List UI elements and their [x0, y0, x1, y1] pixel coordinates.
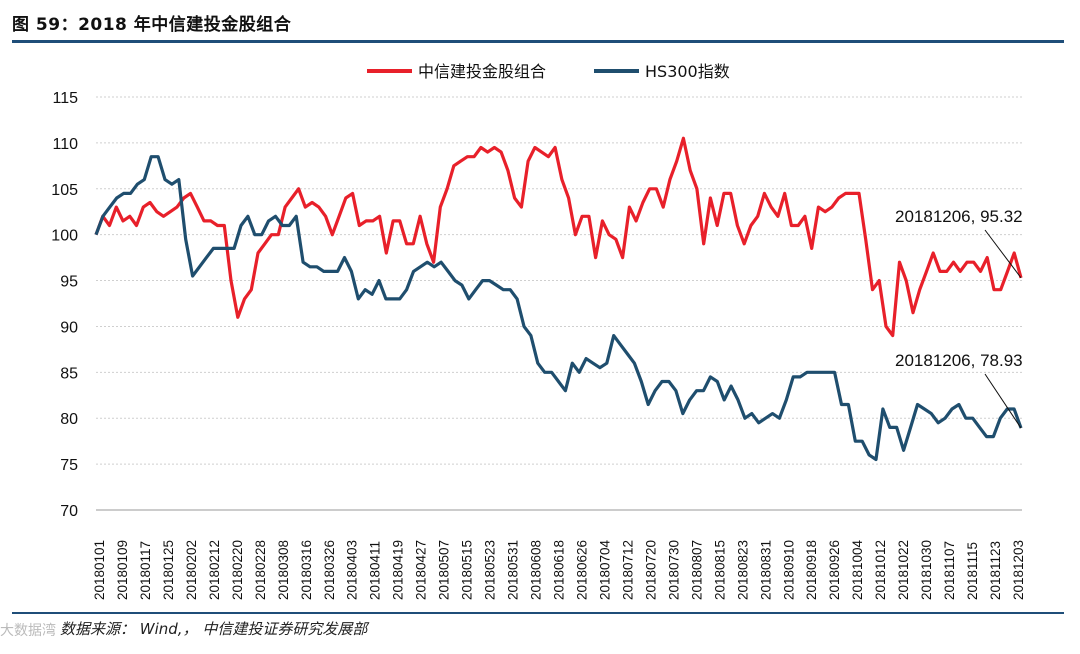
x-tick-label: 20180608	[529, 540, 544, 600]
x-tick-label: 20180831	[758, 540, 773, 600]
x-tick-label: 20180212	[207, 540, 222, 600]
legend-label-portfolio: 中信建投金股组合	[418, 62, 546, 81]
y-tick-label: 105	[51, 182, 78, 199]
x-tick-label: 20180926	[827, 540, 842, 600]
x-tick-label: 20180220	[230, 540, 245, 600]
figure-title: 图 59：2018 年中信建投金股组合	[12, 15, 292, 35]
x-tick-label: 20180704	[597, 539, 612, 600]
x-tick-label: 20181115	[965, 542, 980, 600]
x-tick-label: 20180815	[712, 540, 727, 600]
x-tick-label: 20180523	[483, 540, 498, 600]
x-tick-label: 20180228	[253, 540, 268, 600]
x-tick-label: 20181030	[919, 540, 934, 600]
x-tick-label: 20180202	[184, 540, 199, 600]
x-tick-label: 20180427	[414, 540, 429, 600]
x-tick-label: 20180101	[92, 540, 107, 600]
x-tick-label: 20180125	[161, 540, 176, 600]
annotations: 20181206, 95.32 20181206, 78.93	[895, 207, 1023, 429]
y-axis-ticks: 70 75 80 85 90 95 100 105 110 115	[51, 90, 78, 520]
x-tick-label: 20181203	[1011, 540, 1026, 600]
x-tick-label: 20180109	[115, 540, 130, 600]
watermark: 大数据湾	[0, 623, 56, 639]
x-tick-label: 20181012	[873, 540, 888, 600]
y-tick-label: 90	[60, 319, 78, 336]
annotation-label: 20181206, 78.93	[895, 351, 1023, 370]
x-tick-label: 20180618	[552, 540, 567, 600]
x-tick-label: 20180720	[643, 540, 658, 600]
x-tick-label: 20180531	[506, 540, 521, 600]
x-tick-label: 20181123	[988, 541, 1003, 600]
x-tick-label: 20180117	[138, 541, 153, 600]
y-tick-label: 85	[60, 365, 78, 382]
x-tick-label: 20180403	[345, 540, 360, 600]
x-axis-ticks: 20180101 20180109 20180117 20180125 20180202…	[92, 539, 1026, 600]
annotation-leader	[984, 229, 1022, 279]
x-tick-label: 20180918	[804, 540, 819, 600]
x-tick-label: 20180326	[322, 540, 337, 600]
x-tick-label: 20180411	[368, 541, 383, 600]
y-tick-label: 100	[51, 228, 78, 245]
series-line-hs300	[94, 155, 1023, 462]
source-note: 数据来源： Wind,， 中信建投证券研究发展部	[60, 620, 368, 638]
x-tick-label: 20181004	[850, 539, 865, 600]
series-line-portfolio	[94, 136, 1023, 338]
x-tick-label: 20180316	[299, 540, 314, 600]
x-tick-label: 20180823	[735, 540, 750, 600]
title-rule	[12, 40, 1064, 43]
footer-rule	[12, 612, 1064, 614]
annotation-leader	[984, 373, 1022, 429]
y-tick-label: 115	[52, 90, 78, 107]
annotation-label: 20181206, 95.32	[895, 207, 1023, 226]
legend-label-hs300: HS300指数	[645, 62, 730, 81]
y-tick-label: 75	[60, 457, 78, 474]
x-tick-label: 20181022	[896, 540, 911, 600]
x-tick-label: 20180419	[391, 540, 406, 600]
x-tick-label: 20180507	[437, 540, 452, 600]
y-tick-label: 80	[60, 411, 78, 428]
x-tick-label: 20180712	[620, 540, 635, 600]
series-lines	[94, 136, 1023, 462]
x-tick-label: 20180910	[781, 540, 796, 600]
legend: 中信建投金股组合 HS300指数	[367, 62, 730, 81]
y-tick-label: 110	[52, 136, 78, 153]
x-tick-label: 20180730	[666, 540, 681, 600]
x-tick-label: 20180515	[460, 540, 475, 600]
y-tick-label: 95	[60, 274, 78, 291]
x-tick-label: 20180308	[276, 540, 291, 600]
y-tick-label: 70	[60, 503, 78, 520]
x-tick-label: 20181107	[942, 541, 957, 600]
x-tick-label: 20180807	[689, 540, 704, 600]
x-tick-label: 20180626	[574, 540, 589, 600]
